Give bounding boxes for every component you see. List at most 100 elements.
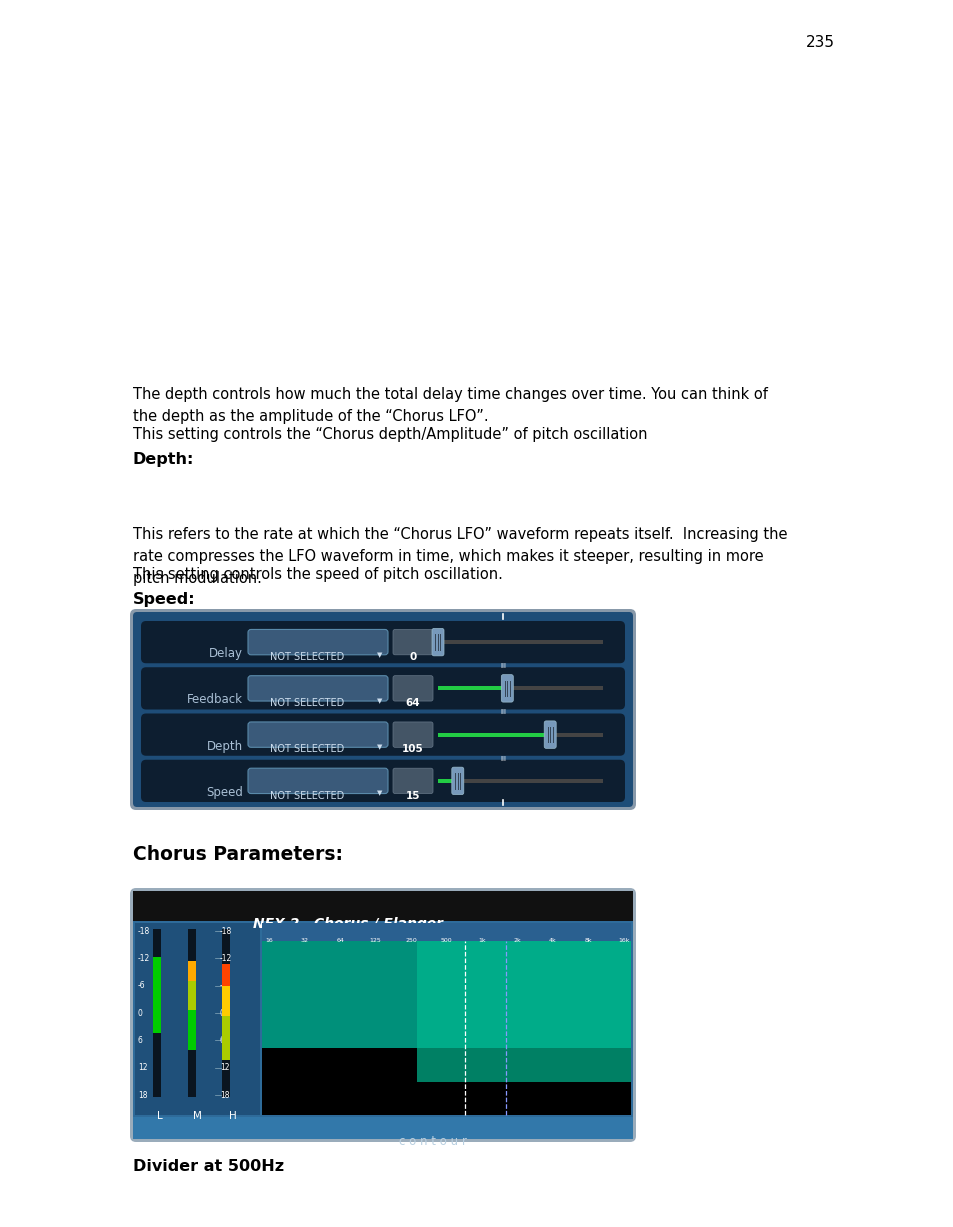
Text: NFX 2   Chorus / Flanger: NFX 2 Chorus / Flanger xyxy=(253,917,442,931)
Bar xyxy=(222,964,230,985)
Text: 18: 18 xyxy=(220,1091,230,1099)
Bar xyxy=(437,733,550,736)
FancyBboxPatch shape xyxy=(130,888,636,1142)
Text: Divider at 500Hz: Divider at 500Hz xyxy=(132,1160,284,1174)
Bar xyxy=(437,640,602,644)
Text: Speed: Speed xyxy=(206,785,243,799)
Text: NOT SELECTED: NOT SELECTED xyxy=(270,698,344,708)
FancyBboxPatch shape xyxy=(132,891,633,1139)
FancyBboxPatch shape xyxy=(393,676,433,701)
Text: NOT SELECTED: NOT SELECTED xyxy=(270,745,344,755)
Text: III: III xyxy=(499,664,505,669)
FancyBboxPatch shape xyxy=(141,667,624,709)
FancyBboxPatch shape xyxy=(141,760,624,802)
Text: Delay: Delay xyxy=(209,647,243,660)
Bar xyxy=(437,686,602,691)
FancyBboxPatch shape xyxy=(432,628,443,656)
Text: 32: 32 xyxy=(300,937,309,944)
Text: 18: 18 xyxy=(138,1091,148,1099)
Text: NOT SELECTED: NOT SELECTED xyxy=(270,652,344,661)
Text: 500: 500 xyxy=(440,937,452,944)
Text: Depth:: Depth: xyxy=(132,452,194,467)
Text: Speed:: Speed: xyxy=(132,591,195,607)
FancyBboxPatch shape xyxy=(393,629,433,655)
Bar xyxy=(188,961,195,982)
Text: -18: -18 xyxy=(220,926,232,935)
Text: This refers to the rate at which the “Chorus LFO” waveform repeats itself.  Incr: This refers to the rate at which the “Ch… xyxy=(132,528,786,587)
Text: ▼: ▼ xyxy=(377,652,382,658)
Bar xyxy=(416,937,630,1082)
Text: 105: 105 xyxy=(402,745,423,755)
Bar xyxy=(152,967,161,999)
FancyBboxPatch shape xyxy=(393,768,433,794)
Text: 235: 235 xyxy=(804,36,834,50)
FancyBboxPatch shape xyxy=(393,721,433,747)
Bar xyxy=(132,891,633,921)
Bar xyxy=(188,929,195,1097)
Text: 0: 0 xyxy=(220,1009,225,1017)
Bar xyxy=(132,1117,633,1139)
FancyBboxPatch shape xyxy=(248,768,388,794)
Text: The depth controls how much the total delay time changes over time. You can thin: The depth controls how much the total de… xyxy=(132,387,767,425)
FancyBboxPatch shape xyxy=(543,721,556,748)
Bar xyxy=(222,929,230,1097)
Text: 16: 16 xyxy=(265,937,273,944)
Bar xyxy=(262,923,630,941)
Text: III: III xyxy=(499,709,505,715)
Text: 250: 250 xyxy=(405,937,416,944)
Bar xyxy=(152,957,161,974)
Bar xyxy=(135,923,260,1115)
FancyBboxPatch shape xyxy=(141,621,624,664)
Text: ▼: ▼ xyxy=(377,745,382,750)
Text: c o n t o u r: c o n t o u r xyxy=(398,1135,466,1148)
Text: NOT SELECTED: NOT SELECTED xyxy=(270,790,344,800)
Text: 6: 6 xyxy=(220,1036,225,1045)
FancyBboxPatch shape xyxy=(248,721,388,747)
Text: M: M xyxy=(193,1110,202,1121)
FancyBboxPatch shape xyxy=(130,609,636,810)
Text: III: III xyxy=(499,756,505,762)
Text: 16k: 16k xyxy=(618,937,629,944)
FancyBboxPatch shape xyxy=(248,629,388,655)
FancyBboxPatch shape xyxy=(452,767,463,795)
FancyBboxPatch shape xyxy=(500,675,513,702)
Bar xyxy=(222,1004,230,1060)
Text: 12: 12 xyxy=(138,1063,148,1072)
Text: 2k: 2k xyxy=(513,937,520,944)
Bar xyxy=(152,988,161,1033)
Text: 1k: 1k xyxy=(477,937,485,944)
Text: L: L xyxy=(157,1110,163,1121)
Text: -6: -6 xyxy=(138,982,146,990)
Text: Depth: Depth xyxy=(207,740,243,752)
Text: 8k: 8k xyxy=(584,937,592,944)
Text: 15: 15 xyxy=(405,790,420,800)
Bar xyxy=(437,686,507,691)
Text: ▼: ▼ xyxy=(377,698,382,704)
Bar xyxy=(222,977,230,1016)
Text: 0: 0 xyxy=(138,1009,143,1017)
Bar xyxy=(437,779,457,783)
Bar xyxy=(188,973,195,1010)
Text: 4k: 4k xyxy=(548,937,556,944)
Text: This setting controls the “Chorus depth/Amplitude” of pitch oscillation: This setting controls the “Chorus depth/… xyxy=(132,427,647,442)
Bar xyxy=(437,779,602,783)
Text: Chorus Parameters:: Chorus Parameters: xyxy=(132,845,343,864)
Text: -12: -12 xyxy=(220,953,232,963)
Bar xyxy=(188,998,195,1050)
Text: 64: 64 xyxy=(405,698,420,708)
Bar xyxy=(262,1048,630,1115)
Text: Feedback: Feedback xyxy=(187,693,243,707)
Text: 6: 6 xyxy=(138,1036,143,1045)
FancyBboxPatch shape xyxy=(132,612,633,807)
Text: H: H xyxy=(229,1110,236,1121)
Bar xyxy=(152,929,161,1097)
Text: 0: 0 xyxy=(409,652,416,661)
Bar xyxy=(437,733,602,736)
Text: ▼: ▼ xyxy=(377,790,382,796)
Text: -6: -6 xyxy=(220,982,228,990)
Text: This setting controls the speed of pitch oscillation.: This setting controls the speed of pitch… xyxy=(132,567,502,582)
Text: 125: 125 xyxy=(370,937,381,944)
Bar xyxy=(262,936,630,1048)
FancyBboxPatch shape xyxy=(141,713,624,756)
FancyBboxPatch shape xyxy=(248,676,388,701)
